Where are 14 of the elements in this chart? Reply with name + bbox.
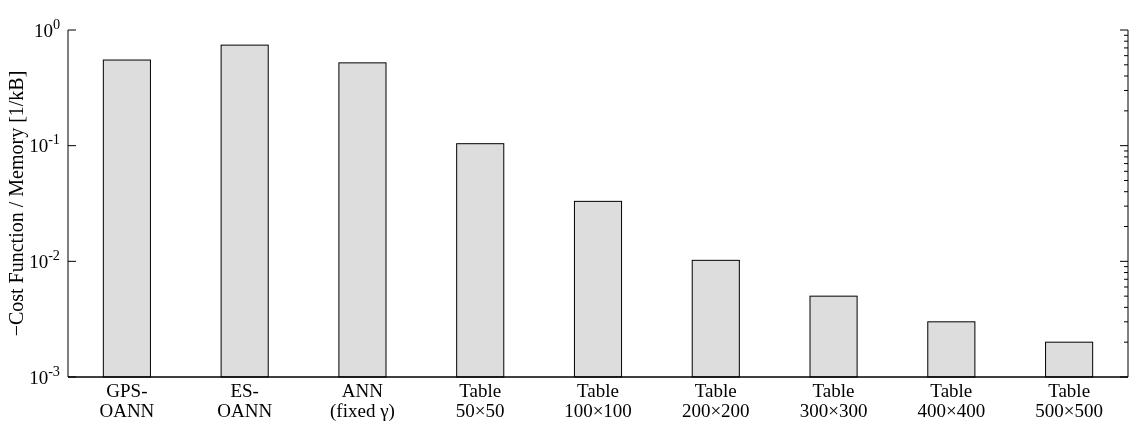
x-tick-label: GPS- OANN (99, 380, 155, 421)
y-tick-label: 10$^{0}$ (33, 15, 60, 41)
x-tick-label: ES- OANN (217, 380, 273, 421)
x-tick-label: ANN (fixed γ) (330, 380, 395, 422)
x-tick-label: Table 200×200 (681, 380, 750, 421)
x-tick-label: Table 50×50 (455, 380, 505, 421)
x-tick-label: Table 300×300 (799, 380, 868, 421)
x-tick-label: Table 500×500 (1035, 380, 1103, 421)
y-tick-label: 10$^{-3}$ (29, 362, 60, 388)
y-tick-label: 10$^{-2}$ (29, 246, 60, 272)
y-tick-label: 10$^{-1}$ (29, 131, 60, 157)
x-tick-label: Table 100×100 (564, 380, 632, 421)
y-axis-title: −Cost Function / Memory [1/kB] (5, 70, 28, 337)
x-tick-label: Table 400×400 (917, 380, 986, 421)
